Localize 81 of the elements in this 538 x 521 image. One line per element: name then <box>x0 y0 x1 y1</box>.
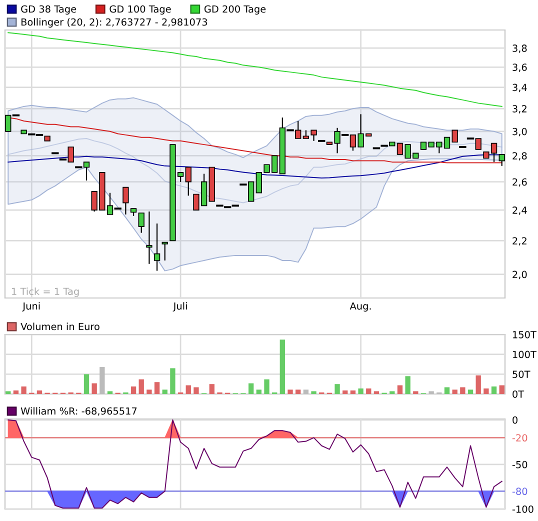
bar <box>13 390 19 394</box>
bar <box>138 379 144 394</box>
bar <box>194 387 199 394</box>
legend-label: William %R: -68,965517 <box>20 407 137 416</box>
y-tick-label: 2,4 <box>512 206 527 215</box>
bar <box>280 340 286 394</box>
candlestick <box>498 154 505 166</box>
line-series <box>8 32 502 107</box>
y-tick-label: 2,6 <box>512 178 527 187</box>
y-tick-label: 3,4 <box>512 84 527 92</box>
bar <box>342 390 348 394</box>
legend-label: Bollinger (20, 2): 2,763727 - 2,981073 <box>22 18 208 28</box>
legend-label: GD 100 Tage <box>110 5 171 15</box>
bar <box>499 385 504 394</box>
candlestick <box>146 210 152 264</box>
y-tick-label: 3,2 <box>512 105 526 114</box>
bar <box>130 386 136 394</box>
y-tick-label: 0 <box>512 416 518 424</box>
bar <box>146 390 152 394</box>
bar <box>154 382 160 394</box>
bar <box>311 391 316 394</box>
y-tick-label: 2,2 <box>512 237 526 246</box>
bar <box>476 375 481 394</box>
x-tick-label: Juli <box>172 302 187 312</box>
bar <box>162 390 168 394</box>
candlestick <box>154 222 160 272</box>
y-tick-label: -100 <box>512 505 534 513</box>
candlestick <box>310 130 317 142</box>
y-tick-label: 150T <box>513 330 536 338</box>
candlestick <box>138 212 144 234</box>
y-tick-label: 2,0 <box>512 270 527 280</box>
bar <box>256 390 262 394</box>
x-tick-label: Juni <box>22 302 40 312</box>
y-tick-label: 100T <box>513 350 536 358</box>
bar <box>186 385 191 394</box>
bar <box>334 384 340 394</box>
bar <box>21 386 26 394</box>
bar <box>36 390 42 394</box>
bar <box>264 379 270 394</box>
bar <box>468 390 474 394</box>
bar <box>491 386 497 394</box>
bar <box>248 383 254 394</box>
candlestick <box>162 242 168 262</box>
legend-label: GD 38 Tage <box>21 5 76 15</box>
bar <box>107 391 113 394</box>
candlestick <box>185 166 192 196</box>
y-tick-label: 0T <box>512 390 524 398</box>
bar <box>296 390 301 394</box>
bar <box>6 391 11 394</box>
y-tick-label: 3,0 <box>512 128 527 136</box>
annotation: 1 Tick = 1 Tag <box>12 288 79 297</box>
bar <box>413 391 418 394</box>
y-tick-label: -50 <box>512 460 528 468</box>
y-tick-label: 50T <box>512 370 530 378</box>
bar <box>460 387 466 394</box>
y-tick-label: 2,8 <box>512 152 527 161</box>
candlestick <box>122 186 129 216</box>
y-tick-label: -20 <box>512 434 528 442</box>
bar <box>444 387 450 394</box>
y-tick-label: 3,6 <box>512 64 527 72</box>
bar <box>366 388 372 394</box>
bar <box>288 390 293 394</box>
bar <box>84 374 90 394</box>
line-series <box>8 419 502 509</box>
legend-label: Volumen in Euro <box>20 322 100 330</box>
bar <box>170 368 176 394</box>
y-tick-label: 3,8 <box>512 44 527 53</box>
bar <box>397 385 403 394</box>
y-tick-label: -80 <box>512 488 528 496</box>
bar <box>92 383 97 394</box>
x-tick-label: Aug. <box>350 302 371 312</box>
bar <box>358 388 364 394</box>
bar <box>452 390 458 394</box>
bar <box>209 384 214 394</box>
bar <box>390 391 395 394</box>
bar <box>484 388 489 394</box>
legend-label: GD 200 Tage <box>204 5 266 15</box>
bar <box>405 376 410 394</box>
candlestick <box>452 130 458 143</box>
bar <box>350 390 356 394</box>
bar <box>374 391 380 394</box>
